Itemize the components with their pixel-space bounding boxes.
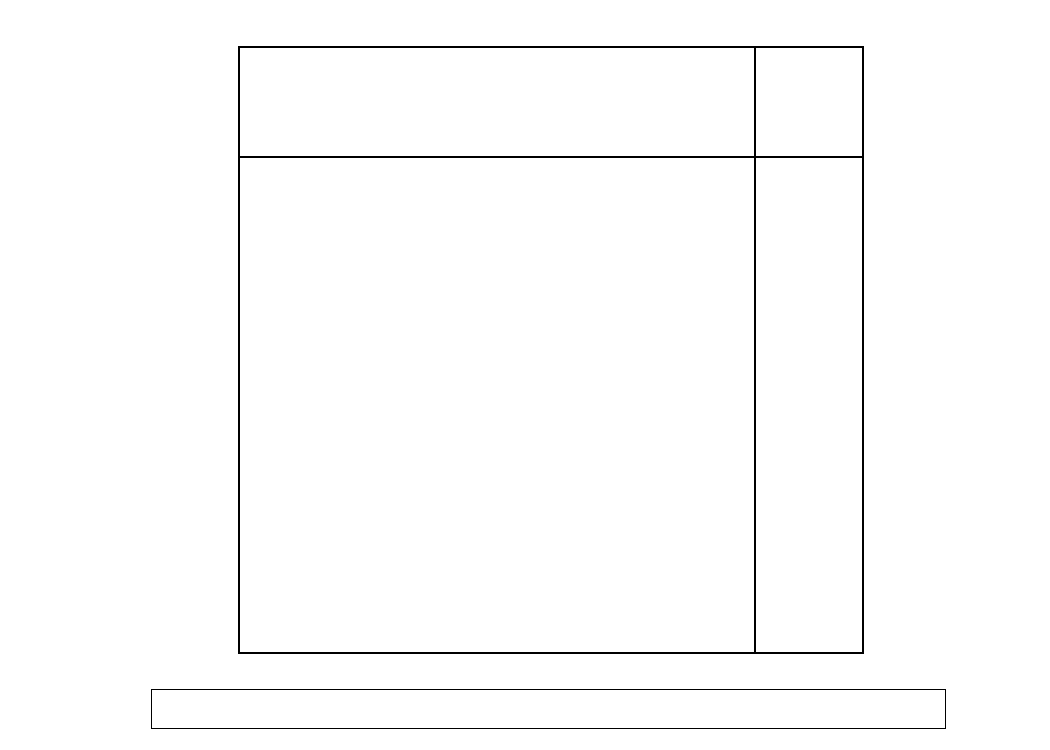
station-source-count-panel [753,45,864,159]
map-panel [237,155,756,654]
altitude-vs-longitude-panel [237,45,756,159]
station-source-count-table [756,48,862,68]
altitude-longitude-plot [240,48,753,156]
time-colorbar [151,689,946,729]
colorbar-time-label [152,690,945,728]
lightning-map [240,158,753,651]
altitude-latitude-plot [756,158,861,651]
altitude-vs-latitude-panel [753,155,864,654]
